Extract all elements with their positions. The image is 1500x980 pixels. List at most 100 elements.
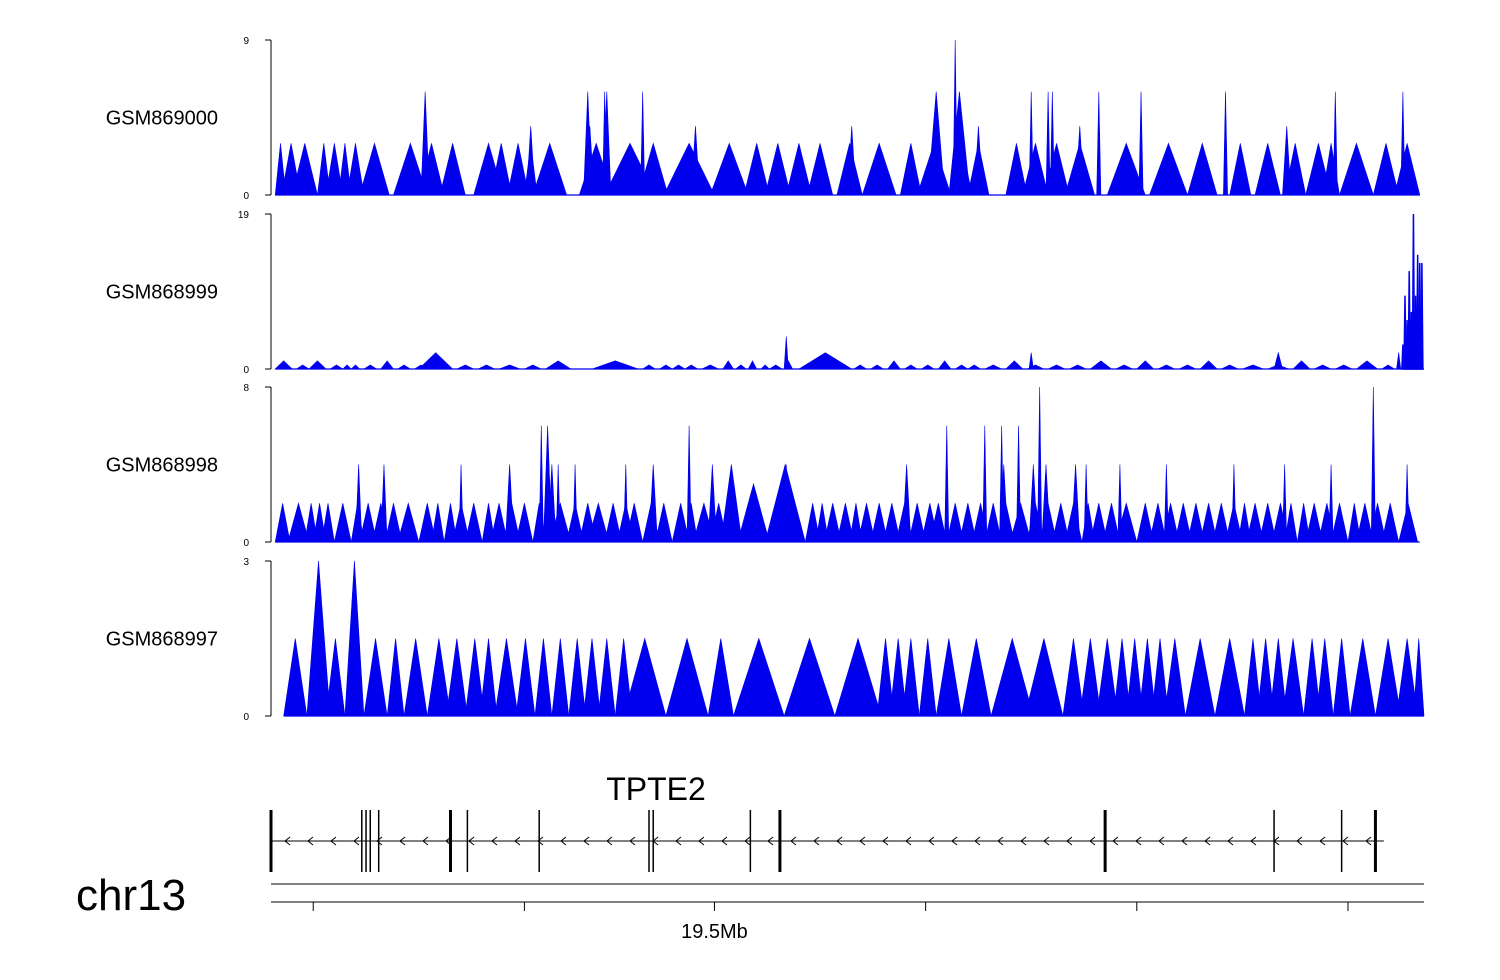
signal-peak [1005,143,1028,196]
track-GSM868998: GSM868998 8 0 [106,383,1420,549]
signal-peak [572,464,578,543]
strand-arrow [1342,836,1349,846]
signal-peak [654,503,673,543]
signal-peak [1282,126,1292,196]
strand-arrow [905,836,912,846]
signal-peak [1242,364,1264,370]
signal-peak [325,638,346,717]
signal-peak [1102,503,1121,543]
signal-peak [663,142,715,196]
signal-peak [1069,364,1087,370]
signal-peak [1273,351,1283,370]
signal-peak [899,143,922,196]
signal-peak [547,464,557,543]
signal-peak [1403,295,1407,370]
signal-peak [380,464,388,543]
signal-peak [1381,503,1400,543]
signal-peak [869,364,885,370]
signal-peak [641,364,657,370]
signal-peak [961,638,992,717]
signal-peak [342,364,352,370]
signal-peak [1075,126,1085,196]
strand-arrow [422,836,429,846]
signal-peak [1062,638,1085,717]
signal-peak [707,638,734,717]
signal-peak [648,464,658,543]
signal-peak [1349,638,1376,717]
strand-arrow [1319,836,1326,846]
signal-peak [870,503,888,543]
signal-peak [494,638,519,717]
signal-peak [1372,143,1400,196]
strand-arrow [307,836,314,846]
signal-peak [1413,638,1425,717]
y-tick-label-max: 8 [243,383,249,394]
strand-arrow [514,836,521,846]
y-tick-label-max: 9 [243,36,249,47]
signal-peak [1071,464,1081,543]
signal-peak [1269,638,1288,717]
signal-peak [1420,262,1424,370]
signal-peak [1163,464,1169,543]
strand-arrow [721,836,728,846]
signal-peak [1332,91,1338,196]
signal-peak [386,638,405,717]
track-label: GSM868997 [106,629,218,651]
signal-peak [1028,352,1034,370]
signal-peak [1149,503,1167,543]
signal-peak [1117,464,1123,543]
strand-arrow [1227,836,1234,846]
signal-peak [585,126,595,196]
signal-peak [990,637,1034,717]
strand-arrow [859,836,866,846]
signal-peak [946,503,965,543]
signal-peak [380,360,395,370]
signal-peak [918,638,937,717]
signal-peak [783,637,836,717]
signal-peak [1355,360,1379,370]
signal-peak [445,638,468,717]
signal-peak [464,503,483,543]
signal-peak [338,143,352,196]
signal-peak [591,360,639,370]
signal-peak [1258,503,1277,543]
signal-peak [1016,425,1021,543]
signal-peak [638,142,669,196]
signal-peak [1136,503,1155,543]
signal-peak [393,142,428,196]
signal-peak [737,482,770,543]
signal-peak [1083,464,1089,543]
signal-peak [1089,360,1113,370]
y-tick-label-max: 19 [238,210,250,221]
strand-arrow [1089,836,1096,846]
genome-axis: 19.5Mb [271,883,1424,943]
signal-peak [1254,143,1281,196]
signal-peak [384,503,403,543]
signal-peak [532,142,568,196]
strand-arrow [813,836,820,846]
strand-arrow [1181,836,1188,846]
signal-peak [1303,638,1321,717]
signal-peak [515,503,534,543]
signal-peak [966,364,982,370]
signal-peak [1330,503,1349,543]
strand-arrow [675,836,682,846]
signal-peak [760,364,771,370]
signal-peak [984,364,1002,370]
signal-peak [287,502,310,543]
signal-peak [1089,503,1108,543]
signal-peak [783,336,789,370]
signal-peak [1149,142,1188,196]
signal-peak [481,503,496,543]
track-GSM868999: GSM868999 19 0 [106,210,1424,376]
signal-peak [426,638,451,717]
strand-arrow [376,836,383,846]
signal-peak [551,638,570,717]
signal-peak [920,364,936,370]
signal-peak [555,464,561,543]
signal-peak [1049,91,1055,196]
signal-peak [602,91,612,196]
signal-peak [325,143,344,196]
signal-peak [861,142,897,196]
signal-peak [505,464,515,543]
